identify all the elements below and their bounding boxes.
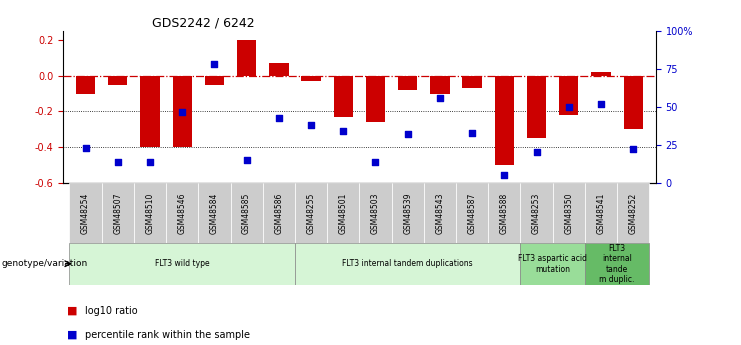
Text: GSM48586: GSM48586 [274,193,283,234]
FancyBboxPatch shape [617,183,649,243]
FancyBboxPatch shape [488,183,520,243]
FancyBboxPatch shape [134,183,166,243]
Point [402,131,413,137]
Bar [559,76,579,115]
Text: FLT3
internal
tande
m duplic.: FLT3 internal tande m duplic. [599,244,635,284]
Bar [108,76,127,85]
Text: GSM48255: GSM48255 [307,193,316,234]
Text: ■: ■ [67,330,77,339]
Text: log10 ratio: log10 ratio [85,306,138,315]
Bar [624,76,643,129]
Text: GSM48584: GSM48584 [210,193,219,234]
Text: GSM48541: GSM48541 [597,193,605,234]
Text: FLT3 internal tandem duplications: FLT3 internal tandem duplications [342,259,473,268]
FancyBboxPatch shape [295,243,520,285]
Bar [366,76,385,122]
Text: GSM48503: GSM48503 [371,192,380,234]
Text: GSM48253: GSM48253 [532,193,541,234]
Point [273,115,285,120]
FancyBboxPatch shape [424,183,456,243]
Point [79,145,91,151]
Bar [302,76,321,81]
FancyBboxPatch shape [391,183,424,243]
Point [241,157,253,163]
Bar [591,72,611,76]
Bar [205,76,224,85]
FancyBboxPatch shape [166,183,199,243]
FancyBboxPatch shape [199,183,230,243]
Point [628,147,639,152]
Text: ■: ■ [67,306,77,315]
Point [466,130,478,136]
FancyBboxPatch shape [295,183,328,243]
Text: GSM48510: GSM48510 [145,193,154,234]
FancyBboxPatch shape [263,183,295,243]
Point [595,101,607,107]
FancyBboxPatch shape [70,243,295,285]
Point [370,159,382,164]
Bar [269,63,288,76]
FancyBboxPatch shape [553,183,585,243]
Point [434,95,446,101]
FancyBboxPatch shape [456,183,488,243]
Bar [140,76,159,147]
FancyBboxPatch shape [520,183,553,243]
Point [499,172,511,178]
Text: GSM48252: GSM48252 [628,193,638,234]
Text: GSM48254: GSM48254 [81,193,90,234]
Bar [76,76,95,93]
Bar [462,76,482,88]
Text: GSM48588: GSM48588 [500,193,509,234]
Bar [333,76,353,117]
FancyBboxPatch shape [585,243,649,285]
FancyBboxPatch shape [230,183,263,243]
Text: GSM48539: GSM48539 [403,192,412,234]
Bar [237,40,256,76]
FancyBboxPatch shape [520,243,585,285]
Text: genotype/variation: genotype/variation [1,259,87,268]
Text: GSM48501: GSM48501 [339,193,348,234]
Bar [527,76,546,138]
FancyBboxPatch shape [70,183,102,243]
Point [305,122,317,128]
Text: GDS2242 / 6242: GDS2242 / 6242 [152,17,254,30]
Bar [173,76,192,147]
Point [563,104,575,110]
Bar [495,76,514,165]
Point [144,159,156,164]
Text: GSM48587: GSM48587 [468,193,476,234]
FancyBboxPatch shape [359,183,391,243]
FancyBboxPatch shape [102,183,134,243]
Bar [431,76,450,93]
Text: percentile rank within the sample: percentile rank within the sample [85,330,250,339]
Point [176,109,188,114]
Text: GSM48585: GSM48585 [242,193,251,234]
Text: FLT3 wild type: FLT3 wild type [155,259,210,268]
Text: GSM48507: GSM48507 [113,192,122,234]
Point [337,128,349,134]
Point [531,150,542,155]
Bar [398,76,417,90]
Text: GSM48546: GSM48546 [178,192,187,234]
Text: GSM48543: GSM48543 [436,192,445,234]
Point [112,159,124,164]
FancyBboxPatch shape [328,183,359,243]
Text: FLT3 aspartic acid
mutation: FLT3 aspartic acid mutation [518,254,587,274]
FancyBboxPatch shape [585,183,617,243]
Point [208,62,220,67]
Text: GSM48350: GSM48350 [565,192,574,234]
